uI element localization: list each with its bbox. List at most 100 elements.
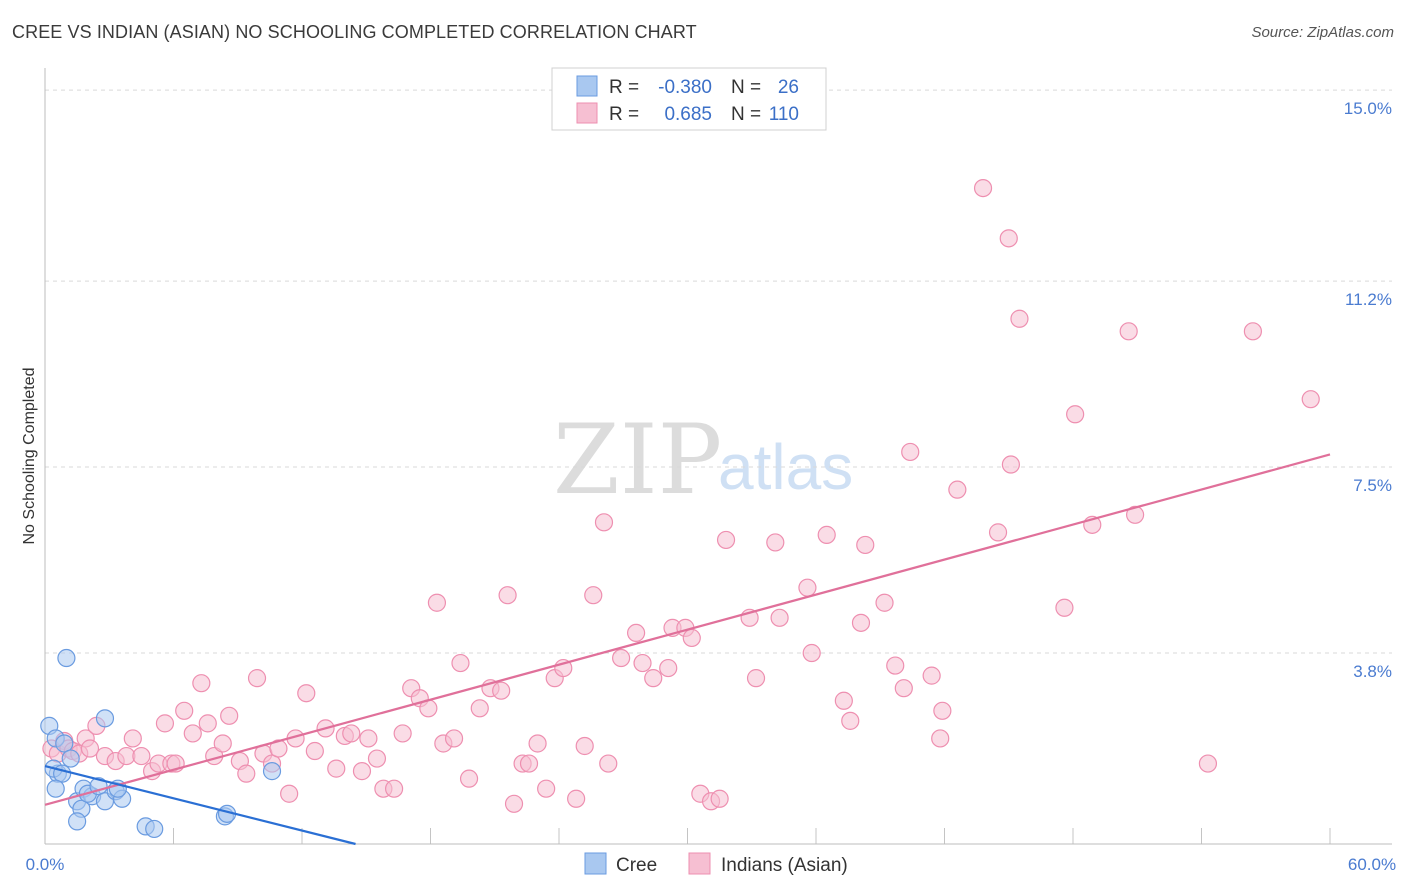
indian-point-44: [384, 779, 404, 798]
cree-point-20: [68, 812, 87, 831]
indian-point-37: [327, 759, 346, 778]
indian-point-72: [633, 653, 652, 673]
indian-point-62: [537, 779, 556, 798]
indian-point-74: [659, 658, 678, 678]
indian-point-13: [132, 746, 151, 766]
chart-title: CREE VS INDIAN (ASIAN) NO SCHOOLING COMP…: [12, 22, 697, 42]
indian-point-110: [1126, 505, 1145, 524]
indian-point-35: [305, 741, 324, 761]
stats-cree-n-value: 26: [778, 77, 799, 98]
indian-point-112: [1243, 322, 1263, 341]
indian-point-81: [716, 530, 736, 550]
indian-point-41: [359, 729, 378, 748]
indian-point-101: [973, 178, 993, 198]
indian-point-106: [1055, 598, 1074, 617]
cree-point-25: [262, 762, 282, 781]
indian-trend-line: [44, 453, 1331, 806]
indian-point-7: [80, 739, 100, 758]
y-tick-label-3: 15.0%: [1344, 99, 1392, 118]
cree-point-3: [57, 648, 76, 668]
indian-point-113: [1301, 390, 1320, 409]
indian-point-111: [1198, 754, 1218, 773]
indian-point-52: [451, 653, 470, 673]
indian-point-60: [519, 754, 539, 773]
indian-point-34: [297, 684, 316, 703]
indian-point-69: [599, 754, 618, 773]
indian-point-28: [247, 669, 267, 688]
stats-indian-n-label: N =: [731, 104, 761, 125]
indian-point-86: [798, 578, 817, 597]
indian-point-19: [175, 701, 194, 720]
indian-point-90: [841, 711, 860, 730]
indian-point-84: [766, 533, 785, 552]
stats-indian-r-value: 0.685: [664, 104, 712, 125]
indian-point-56: [492, 681, 511, 700]
stats-indian-n-value: 110: [769, 104, 799, 125]
indian-point-94: [886, 656, 905, 675]
indian-point-88: [817, 525, 836, 544]
indian-point-58: [504, 794, 524, 813]
legend-swatch-indian: [688, 852, 711, 875]
indian-point-83: [746, 669, 766, 688]
indian-point-85: [770, 608, 789, 627]
gridlines: [45, 89, 1392, 654]
x-tick-label-max: 60.0%: [1348, 855, 1396, 874]
stats-box: R = -0.380 N = 26 R = 0.685 N = 110: [551, 67, 827, 131]
indian-point-95: [894, 679, 913, 698]
legend-label-indian: Indians (Asian): [721, 855, 848, 876]
indian-point-93: [875, 593, 894, 612]
indian-point-80: [710, 789, 729, 808]
indian-point-97: [922, 666, 941, 685]
indian-point-102: [988, 523, 1008, 542]
indian-point-57: [498, 586, 517, 605]
indian-point-71: [626, 623, 646, 643]
chart-source: Source: ZipAtlas.com: [1251, 24, 1394, 41]
stats-indian-r-label: R =: [609, 104, 639, 125]
indian-point-61: [528, 734, 547, 753]
indian-point-100: [948, 480, 967, 499]
indian-point-104: [1001, 455, 1020, 474]
indian-point-96: [901, 442, 920, 462]
indian-point-89: [834, 691, 853, 710]
indian-point-91: [851, 613, 871, 632]
cree-point-2: [55, 734, 74, 753]
indian-point-27: [237, 764, 256, 783]
indian-point-77: [682, 628, 701, 648]
stats-swatch-cree: [576, 75, 598, 97]
stats-cree-n-label: N =: [731, 77, 761, 98]
indian-point-24: [213, 734, 232, 753]
indian-point-42: [367, 749, 387, 768]
indian-point-45: [393, 724, 412, 743]
indian-point-12: [123, 729, 142, 748]
indian-point-22: [198, 714, 217, 733]
y-tick-label-2: 11.2%: [1345, 290, 1392, 309]
indian-point-73: [644, 669, 663, 688]
indian-point-39: [342, 724, 361, 743]
cree-point-7: [53, 764, 72, 783]
indian-point-49: [427, 593, 447, 612]
indian-point-31: [269, 739, 288, 758]
indian-point-21: [192, 674, 211, 693]
cree-point-4: [61, 749, 80, 768]
indian-point-51: [444, 729, 464, 748]
indian-points: [42, 178, 1320, 813]
cree-point-22: [145, 819, 164, 839]
y-tick-labels: 3.8% 7.5% 11.2% 15.0%: [1344, 99, 1392, 681]
indian-point-20: [183, 724, 202, 743]
indian-point-92: [856, 535, 875, 555]
indian-point-54: [470, 699, 489, 718]
x-tick-label-min: 0.0%: [26, 855, 65, 874]
indian-point-99: [933, 701, 952, 720]
stats-cree-r-value: -0.380: [658, 77, 712, 98]
watermark: ZIP atlas: [553, 404, 853, 516]
legend-swatch-cree: [584, 852, 607, 875]
y-axis-title: No Schooling Completed: [21, 368, 38, 545]
watermark-zip: ZIP: [553, 404, 722, 516]
y-tick-label-1: 7.5%: [1353, 476, 1392, 495]
indian-point-68: [594, 513, 614, 532]
indian-point-70: [612, 648, 631, 668]
indian-point-67: [584, 586, 603, 605]
indian-point-109: [1119, 322, 1138, 341]
indian-point-66: [575, 736, 594, 756]
indian-point-16: [155, 714, 175, 733]
